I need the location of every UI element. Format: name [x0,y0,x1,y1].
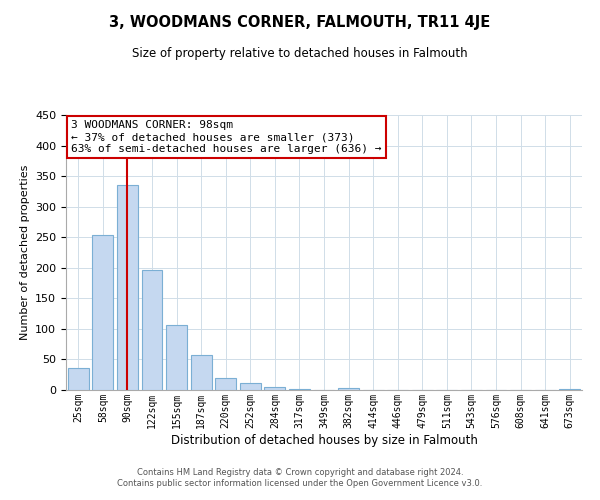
Bar [559,389,580,390]
Bar [68,368,89,390]
Text: Size of property relative to detached houses in Falmouth: Size of property relative to detached ho… [132,48,468,60]
Bar [289,389,310,390]
Bar [117,186,138,390]
Bar [215,378,236,390]
Text: 3 WOODMANS CORNER: 98sqm
← 37% of detached houses are smaller (373)
63% of semi-: 3 WOODMANS CORNER: 98sqm ← 37% of detach… [71,120,382,154]
Bar [338,388,359,390]
Bar [166,325,187,390]
X-axis label: Distribution of detached houses by size in Falmouth: Distribution of detached houses by size … [170,434,478,446]
Bar [92,235,113,390]
Text: Contains HM Land Registry data © Crown copyright and database right 2024.
Contai: Contains HM Land Registry data © Crown c… [118,468,482,487]
Bar [240,384,261,390]
Y-axis label: Number of detached properties: Number of detached properties [20,165,29,340]
Bar [142,270,163,390]
Bar [191,355,212,390]
Text: 3, WOODMANS CORNER, FALMOUTH, TR11 4JE: 3, WOODMANS CORNER, FALMOUTH, TR11 4JE [109,15,491,30]
Bar [265,387,286,390]
